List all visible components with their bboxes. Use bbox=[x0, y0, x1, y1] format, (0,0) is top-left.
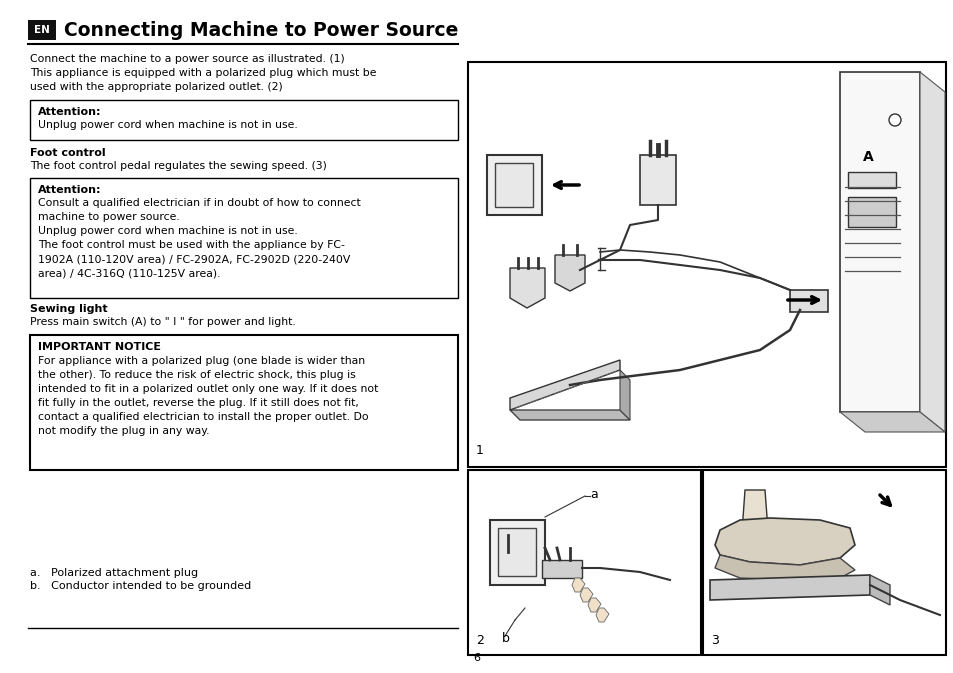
Bar bbox=[639, 155, 676, 205]
Polygon shape bbox=[510, 360, 619, 410]
Polygon shape bbox=[572, 578, 584, 592]
Bar bbox=[486, 155, 541, 215]
Text: IMPORTANT NOTICE: IMPORTANT NOTICE bbox=[38, 342, 161, 352]
Text: A: A bbox=[862, 150, 872, 164]
Text: Foot control: Foot control bbox=[30, 148, 106, 158]
Polygon shape bbox=[596, 608, 608, 622]
Text: a.   Polarized attachment plug: a. Polarized attachment plug bbox=[30, 568, 198, 578]
Polygon shape bbox=[714, 555, 854, 580]
Text: Connecting Machine to Power Source: Connecting Machine to Power Source bbox=[64, 22, 457, 40]
Text: 3: 3 bbox=[710, 634, 719, 647]
Polygon shape bbox=[555, 255, 584, 291]
Polygon shape bbox=[579, 588, 593, 602]
Text: b: b bbox=[501, 631, 509, 645]
Text: 1: 1 bbox=[476, 444, 483, 457]
Bar bbox=[840, 72, 919, 412]
Polygon shape bbox=[587, 598, 600, 612]
Bar bbox=[490, 520, 544, 585]
Bar bbox=[30, 335, 457, 470]
Text: Consult a qualified electrician if in doubt of how to connect
machine to power s: Consult a qualified electrician if in do… bbox=[38, 198, 360, 278]
Polygon shape bbox=[510, 410, 629, 420]
Bar bbox=[702, 470, 945, 655]
Bar bbox=[468, 62, 945, 467]
Text: Attention:: Attention: bbox=[38, 185, 101, 195]
Text: b.   Conductor intended to be grounded: b. Conductor intended to be grounded bbox=[30, 581, 251, 591]
Bar bbox=[847, 197, 895, 227]
Polygon shape bbox=[919, 72, 944, 432]
Polygon shape bbox=[619, 370, 629, 420]
Text: The foot control pedal regulates the sewing speed. (3): The foot control pedal regulates the sew… bbox=[30, 161, 327, 171]
Polygon shape bbox=[714, 518, 854, 565]
Bar bbox=[468, 470, 700, 655]
Bar bbox=[541, 560, 581, 578]
Bar bbox=[28, 20, 56, 40]
Polygon shape bbox=[741, 490, 767, 532]
Bar bbox=[497, 528, 536, 576]
Polygon shape bbox=[840, 412, 944, 432]
Polygon shape bbox=[510, 268, 544, 308]
Text: Attention:: Attention: bbox=[38, 107, 101, 117]
Text: Connect the machine to a power source as illustrated. (1)
This appliance is equi: Connect the machine to a power source as… bbox=[30, 54, 376, 92]
Text: Unplug power cord when machine is not in use.: Unplug power cord when machine is not in… bbox=[38, 120, 297, 130]
Bar bbox=[789, 290, 827, 312]
Bar bbox=[30, 178, 457, 298]
Text: Press main switch (A) to " I " for power and light.: Press main switch (A) to " I " for power… bbox=[30, 317, 295, 327]
Text: For appliance with a polarized plug (one blade is wider than
the other). To redu: For appliance with a polarized plug (one… bbox=[38, 356, 378, 436]
Polygon shape bbox=[709, 575, 869, 600]
Bar bbox=[495, 163, 533, 207]
Bar bbox=[30, 100, 457, 140]
Bar bbox=[847, 172, 895, 188]
Text: 2: 2 bbox=[476, 634, 483, 647]
Text: a: a bbox=[589, 487, 598, 501]
Text: Sewing light: Sewing light bbox=[30, 304, 108, 314]
Circle shape bbox=[888, 114, 900, 126]
Text: 6: 6 bbox=[473, 653, 480, 663]
Text: EN: EN bbox=[34, 25, 50, 35]
Polygon shape bbox=[869, 575, 889, 605]
